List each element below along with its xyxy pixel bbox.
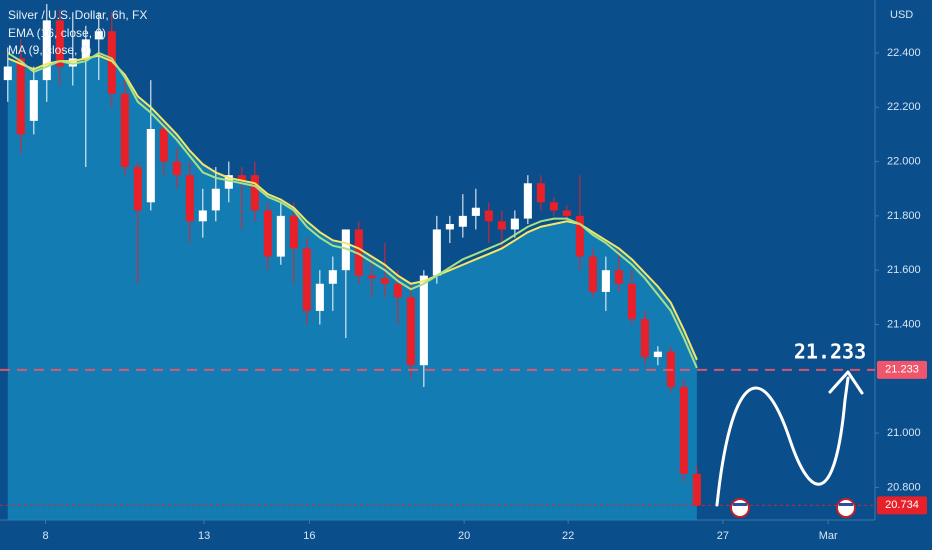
x-tick-label: 16	[303, 530, 315, 542]
candle-body	[419, 275, 428, 366]
event-flag	[836, 498, 856, 518]
candle-body	[393, 283, 402, 298]
candle-body	[484, 210, 493, 222]
candle-body	[614, 270, 623, 284]
candle-body	[341, 229, 350, 271]
y-tick-label: 21.600	[887, 264, 921, 276]
y-tick-label: 21.800	[887, 210, 921, 222]
price-tag	[877, 496, 927, 515]
price-tag	[877, 360, 927, 379]
candle-body	[185, 175, 194, 222]
price-tag-label: 21.233	[885, 364, 919, 376]
candle-body	[55, 20, 64, 67]
legend-entry: MA (9, close, 0)	[8, 43, 91, 57]
candle-body	[172, 161, 181, 176]
candle-body	[627, 283, 636, 320]
forecast-arrow	[715, 376, 850, 507]
candle-body	[224, 175, 233, 189]
candle-body	[497, 221, 506, 230]
y-tick-label: 22.400	[887, 47, 921, 59]
price-tag-label: 20.734	[885, 499, 919, 511]
event-flag	[730, 498, 750, 518]
annotation: 21.233	[794, 339, 866, 363]
candle-body	[211, 188, 220, 211]
candle-body	[640, 319, 649, 358]
candle-body	[653, 351, 662, 358]
candle-body	[575, 215, 584, 257]
chart-title: Silver / U.S. Dollar, 6h, FX	[8, 8, 147, 22]
plot-area: 20.800 21.000 21.400 21.600 21.800 22.000 22.2…	[0, 4, 927, 542]
candle-body	[146, 128, 155, 203]
y-tick-label: 20.800	[887, 481, 921, 493]
candle-body	[68, 58, 77, 67]
candle-body	[471, 207, 480, 216]
currency-label: USD	[890, 9, 913, 21]
candle-body	[289, 215, 298, 249]
candle-body	[588, 256, 597, 292]
candle-body	[94, 31, 103, 40]
x-tick-label: 13	[198, 530, 210, 542]
candle-body	[380, 278, 389, 284]
candle-body	[250, 175, 259, 211]
candle-body	[81, 39, 90, 59]
candle-body	[42, 20, 51, 81]
y-tick-label: 21.400	[887, 318, 921, 330]
y-tick-label: 22.200	[887, 101, 921, 113]
candle-body	[159, 128, 168, 162]
candle-body	[367, 275, 376, 279]
candle-body	[445, 224, 454, 230]
candle-body	[601, 270, 610, 292]
candle-body	[276, 215, 285, 257]
candle-body	[510, 218, 519, 230]
x-tick-label: 27	[717, 530, 729, 542]
candle-body	[549, 202, 558, 211]
candle-body	[354, 229, 363, 276]
x-tick-label: 20	[458, 530, 470, 542]
x-tick-label: 8	[42, 530, 48, 542]
y-tick-label: 21.000	[887, 427, 921, 439]
candle-body	[315, 283, 324, 311]
candle-body	[133, 166, 142, 211]
candle-body	[237, 175, 246, 181]
candle-body	[406, 297, 415, 366]
candle-body	[120, 93, 129, 167]
candle-body	[263, 210, 272, 257]
candle-body	[198, 210, 207, 222]
candle-body	[3, 66, 12, 81]
y-tick-label: 22.000	[887, 155, 921, 167]
candle-body	[302, 248, 311, 311]
arrow-head	[828, 370, 864, 395]
candle-body	[679, 386, 688, 474]
candle-body	[523, 183, 532, 219]
legend-entry: EMA (16, close, 0)	[8, 26, 106, 40]
candle-body	[536, 183, 545, 203]
candle-body	[562, 210, 571, 216]
candle-body	[432, 229, 441, 276]
candle-body	[458, 215, 467, 227]
candle-body	[328, 270, 337, 284]
legend: Silver / U.S. Dollar, 6h, FX EMA (16, cl…	[8, 8, 147, 57]
candle-body	[29, 80, 38, 121]
x-tick-label: Mar	[819, 530, 838, 542]
candle-body	[692, 473, 701, 506]
indicator-line	[7, 51, 698, 369]
candle-body	[16, 58, 25, 135]
x-tick-label: 22	[562, 530, 574, 542]
